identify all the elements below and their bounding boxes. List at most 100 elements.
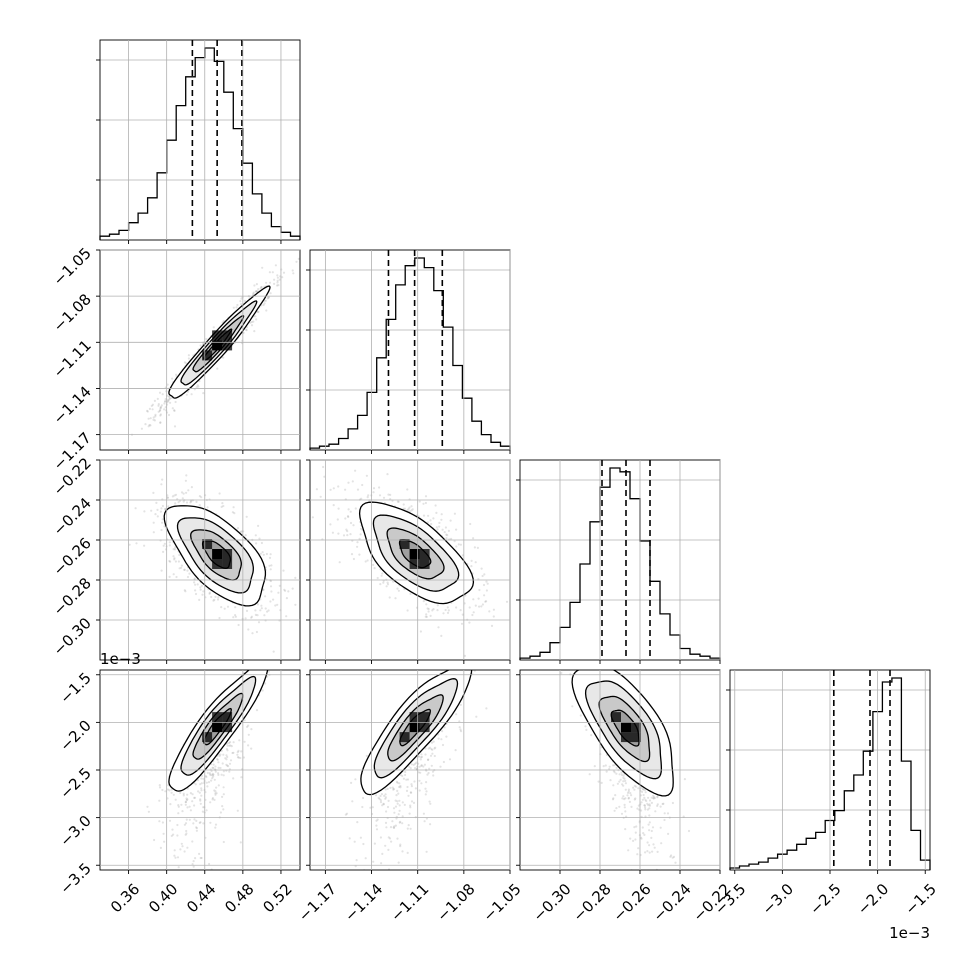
sample-point [148, 423, 151, 427]
sample-point [402, 503, 405, 506]
sample-point [159, 421, 162, 424]
sample-point [199, 821, 202, 824]
density-cell [202, 539, 213, 549]
sample-point [388, 596, 391, 599]
sample-point [163, 402, 166, 405]
sample-point [281, 276, 284, 279]
sample-point [379, 794, 382, 798]
sample-point [392, 787, 395, 791]
sample-point [239, 756, 242, 760]
sample-point [217, 784, 220, 787]
sample-point [272, 658, 274, 660]
sample-point [159, 846, 162, 850]
sample-point [420, 782, 423, 785]
sample-point [180, 566, 183, 569]
sample-point [425, 613, 428, 616]
sample-point [206, 771, 209, 775]
sample-point [190, 393, 193, 396]
sample-point [216, 367, 219, 370]
sample-point [267, 296, 270, 299]
sample-point [184, 479, 187, 482]
sample-point [163, 408, 166, 411]
sample-point [226, 742, 229, 745]
sample-point [199, 802, 202, 805]
sample-point [366, 496, 369, 499]
sample-point [168, 397, 172, 400]
sample-point [260, 604, 263, 607]
sample-point [323, 475, 326, 478]
sample-point [428, 767, 431, 770]
sample-point [212, 326, 215, 329]
sample-point [184, 800, 187, 804]
sample-point [401, 801, 404, 804]
sample-point [191, 793, 194, 796]
sample-point [128, 543, 131, 546]
sample-point [216, 598, 220, 601]
sample-point [205, 781, 208, 784]
sample-point [158, 391, 162, 394]
sample-point [389, 493, 392, 496]
sample-point [158, 409, 161, 412]
sample-point [219, 811, 222, 814]
sample-point [481, 574, 484, 578]
sample-point [431, 752, 434, 755]
sample-point [252, 291, 255, 294]
sample-point [492, 608, 495, 611]
sample-point [424, 753, 427, 756]
sample-point [173, 425, 177, 428]
sample-point [232, 506, 235, 509]
sample-point [319, 495, 322, 498]
sample-point [418, 789, 421, 792]
sample-point [193, 796, 196, 800]
sample-point [354, 507, 357, 510]
sample-point [199, 799, 202, 802]
sample-point [251, 632, 254, 635]
sample-point [268, 281, 272, 284]
sample-point [140, 427, 143, 430]
sample-point [200, 584, 203, 587]
sample-point [195, 826, 198, 829]
sample-point [331, 531, 334, 534]
sample-point [411, 508, 414, 511]
sample-point [226, 755, 229, 759]
sample-point [188, 805, 191, 808]
sample-point [365, 754, 368, 758]
sample-point [265, 552, 268, 556]
sample-point [137, 874, 139, 876]
sample-point [173, 557, 176, 560]
sample-point [259, 609, 262, 612]
sample-point [217, 772, 220, 775]
sample-point [254, 534, 257, 537]
sample-point [393, 825, 396, 828]
sample-point [422, 765, 425, 768]
sample-point [422, 812, 425, 815]
sample-point [188, 818, 191, 821]
sample-point [183, 823, 186, 826]
sample-point [396, 587, 399, 590]
sample-point [455, 606, 458, 609]
sample-point [228, 741, 231, 745]
sample-point [419, 630, 422, 633]
sample-point [185, 393, 188, 396]
sample-point [214, 826, 217, 829]
sample-point [347, 481, 350, 484]
sample-point [151, 408, 154, 411]
sample-point [282, 569, 285, 572]
sample-point [380, 574, 383, 577]
sample-point [184, 822, 188, 825]
sample-point [396, 802, 399, 805]
sample-point [236, 753, 239, 756]
sample-point [194, 783, 197, 786]
sample-point [435, 526, 438, 529]
sample-point [161, 821, 164, 824]
sample-point [261, 266, 264, 269]
sample-point [478, 588, 481, 592]
sample-point [266, 297, 269, 300]
sample-point [253, 284, 256, 287]
density-cell [419, 559, 430, 569]
sample-point [206, 506, 209, 509]
sample-point [245, 328, 248, 331]
sample-point [414, 762, 417, 765]
sample-point [385, 585, 388, 588]
sample-point [247, 724, 250, 727]
